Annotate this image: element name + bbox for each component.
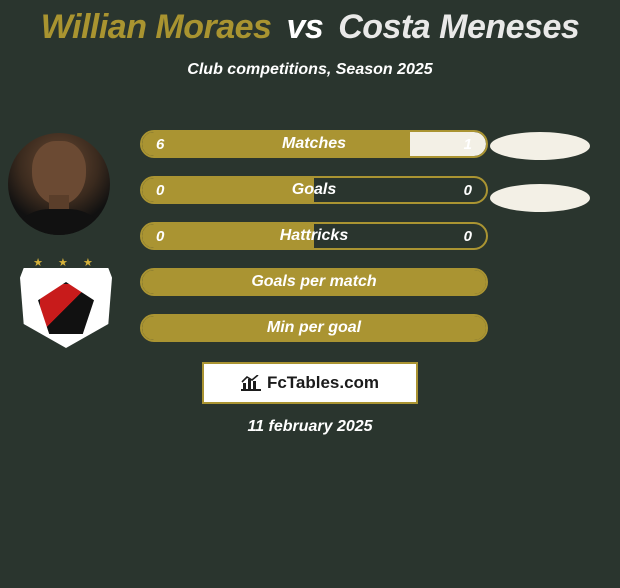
bar-value-right: 1 <box>464 132 472 156</box>
logo-text: FcTables.com <box>267 373 379 393</box>
player2-indicator-ellipse <box>490 132 590 160</box>
bar-value-right: 0 <box>464 178 472 202</box>
title-player1: Willian Moraes <box>41 8 272 46</box>
player1-avatar <box>8 133 110 235</box>
source-logo: FcTables.com <box>202 362 418 404</box>
bar-label: Matches <box>142 132 486 156</box>
club-badge: ★ ★ ★ <box>20 268 120 352</box>
subtitle: Club competitions, Season 2025 <box>0 61 620 79</box>
badge-shield-icon <box>20 268 112 348</box>
chart-icon <box>241 375 261 391</box>
comparison-title: Willian Moraes vs Costa Meneses <box>0 8 620 47</box>
stat-bar: Goals0 0 <box>140 176 488 204</box>
stat-bar: Hattricks0 0 <box>140 222 488 250</box>
bar-value-right: 0 <box>464 224 472 248</box>
stat-bar: Min per goal <box>140 314 488 342</box>
title-vs: vs <box>286 8 323 46</box>
date-label: 11 february 2025 <box>0 418 620 436</box>
bar-value-left: 0 <box>156 224 164 248</box>
bar-label: Min per goal <box>142 316 486 340</box>
badge-stars-icon: ★ ★ ★ <box>20 256 112 269</box>
bar-value-left: 6 <box>156 132 164 156</box>
bar-value-left: 0 <box>156 178 164 202</box>
bar-label: Goals per match <box>142 270 486 294</box>
stat-bar: Goals per match <box>140 268 488 296</box>
avatar-image <box>8 133 110 235</box>
title-player2: Costa Meneses <box>338 8 579 46</box>
player2-indicator-ellipse <box>490 184 590 212</box>
bar-label: Goals <box>142 178 486 202</box>
stat-bar: Matches6 1 <box>140 130 488 158</box>
bar-label: Hattricks <box>142 224 486 248</box>
stat-bars: Matches61Goals00Hattricks00Goals per mat… <box>140 130 488 360</box>
